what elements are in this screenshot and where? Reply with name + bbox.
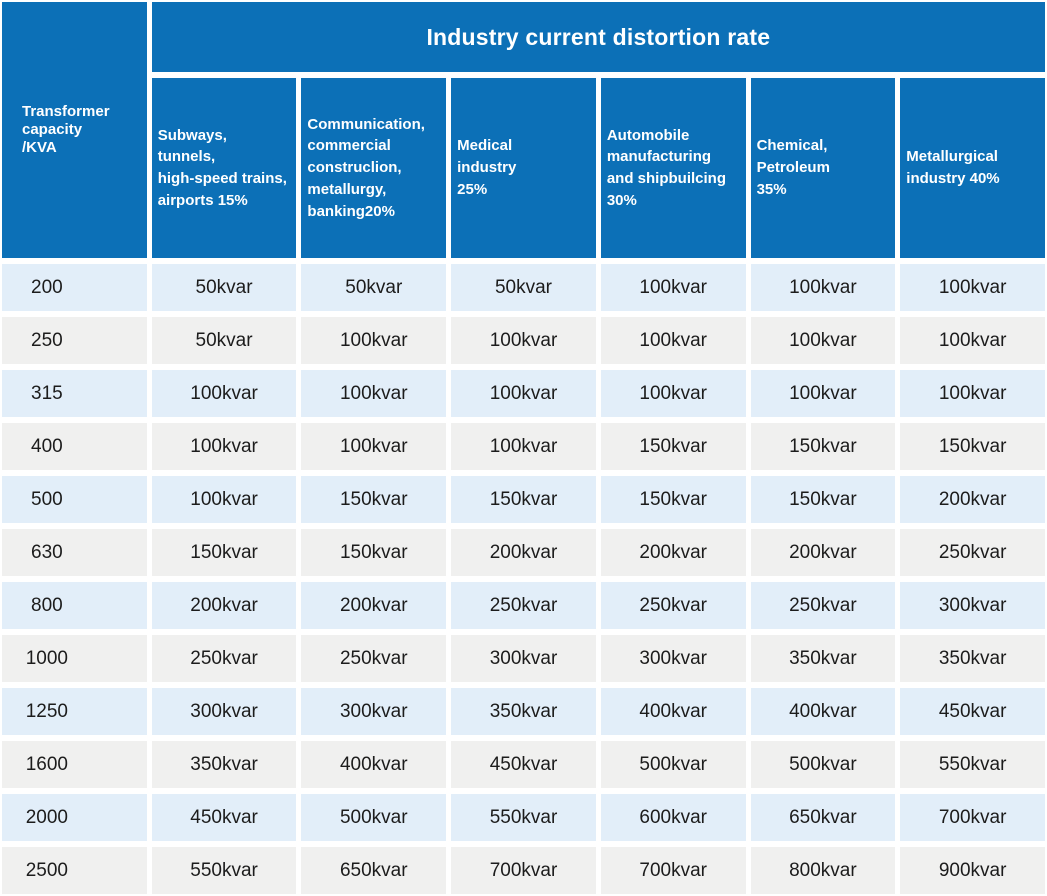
kvar-value-cell: 200kvar — [451, 529, 596, 576]
capacity-cell: 250 — [2, 317, 147, 364]
capacity-cell: 630 — [2, 529, 147, 576]
capacity-cell: 1600 — [2, 741, 147, 788]
kvar-value-cell: 250kvar — [600, 582, 746, 629]
kvar-value-cell: 50kvar — [451, 264, 596, 311]
kvar-value-cell: 100kvar — [451, 423, 596, 470]
capacity-cell: 2500 — [2, 847, 147, 894]
kvar-value-cell: 100kvar — [151, 370, 297, 417]
kvar-value-cell: 150kvar — [600, 423, 746, 470]
capacity-cell: 400 — [2, 423, 147, 470]
kvar-value-cell: 600kvar — [600, 794, 746, 841]
capacity-cell: 315 — [2, 370, 147, 417]
kvar-value-cell: 100kvar — [151, 476, 297, 523]
kvar-value-cell: 250kvar — [451, 582, 596, 629]
kvar-value-cell: 100kvar — [301, 317, 447, 364]
kvar-value-cell: 700kvar — [451, 847, 596, 894]
kvar-value-cell: 150kvar — [151, 529, 297, 576]
kvar-value-cell: 150kvar — [900, 423, 1045, 470]
kvar-value-cell: 500kvar — [301, 794, 447, 841]
kvar-value-cell: 300kvar — [600, 635, 746, 682]
kvar-value-cell: 150kvar — [451, 476, 596, 523]
column-header-medical: Medical industry 25% — [451, 78, 596, 258]
kvar-value-cell: 100kvar — [151, 423, 297, 470]
kvar-value-cell: 150kvar — [750, 476, 896, 523]
kvar-value-cell: 50kvar — [301, 264, 447, 311]
kvar-value-cell: 350kvar — [750, 635, 896, 682]
kvar-value-cell: 150kvar — [600, 476, 746, 523]
kvar-value-cell: 550kvar — [900, 741, 1045, 788]
kvar-value-cell: 100kvar — [600, 264, 746, 311]
kvar-value-cell: 200kvar — [900, 476, 1045, 523]
kvar-value-cell: 800kvar — [750, 847, 896, 894]
kvar-value-cell: 700kvar — [900, 794, 1045, 841]
kvar-value-cell: 650kvar — [301, 847, 447, 894]
kvar-value-cell: 250kvar — [301, 635, 447, 682]
kvar-value-cell: 200kvar — [151, 582, 297, 629]
kvar-value-cell: 200kvar — [301, 582, 447, 629]
kvar-value-cell: 100kvar — [451, 370, 596, 417]
kvar-value-cell: 100kvar — [451, 317, 596, 364]
capacity-cell: 1000 — [2, 635, 147, 682]
kvar-value-cell: 50kvar — [151, 264, 297, 311]
capacity-cell: 500 — [2, 476, 147, 523]
kvar-value-cell: 400kvar — [600, 688, 746, 735]
kvar-value-cell: 250kvar — [151, 635, 297, 682]
kvar-value-cell: 200kvar — [750, 529, 896, 576]
kvar-value-cell: 150kvar — [301, 529, 447, 576]
table-title: Industry current distortion rate — [151, 2, 1045, 72]
kvar-value-cell: 300kvar — [151, 688, 297, 735]
kvar-value-cell: 50kvar — [151, 317, 297, 364]
column-header-automobile: Automobile manufacturing and shipbuilcin… — [600, 78, 746, 258]
kvar-value-cell: 100kvar — [900, 370, 1045, 417]
kvar-value-cell: 150kvar — [301, 476, 447, 523]
kvar-value-cell: 400kvar — [750, 688, 896, 735]
corner-header-transformer-capacity: Transformer capacity /KVA — [2, 2, 147, 258]
kvar-value-cell: 500kvar — [750, 741, 896, 788]
column-header-subways: Subways, tunnels, high-speed trains, air… — [151, 78, 297, 258]
kvar-value-cell: 350kvar — [151, 741, 297, 788]
kvar-value-cell: 100kvar — [750, 370, 896, 417]
kvar-value-cell: 250kvar — [750, 582, 896, 629]
kvar-value-cell: 200kvar — [600, 529, 746, 576]
kvar-value-cell: 150kvar — [750, 423, 896, 470]
kvar-value-cell: 450kvar — [451, 741, 596, 788]
kvar-value-cell: 550kvar — [151, 847, 297, 894]
kvar-value-cell: 400kvar — [301, 741, 447, 788]
kvar-value-cell: 450kvar — [900, 688, 1045, 735]
column-header-metallurgical: Metallurgical industry 40% — [900, 78, 1045, 258]
kvar-value-cell: 100kvar — [900, 317, 1045, 364]
kvar-value-cell: 550kvar — [451, 794, 596, 841]
capacity-cell: 2000 — [2, 794, 147, 841]
capacity-cell: 1250 — [2, 688, 147, 735]
column-header-chemical: Chemical, Petroleum 35% — [750, 78, 896, 258]
kvar-value-cell: 100kvar — [301, 370, 447, 417]
kvar-value-cell: 100kvar — [900, 264, 1045, 311]
kvar-value-cell: 300kvar — [900, 582, 1045, 629]
kvar-value-cell: 100kvar — [600, 370, 746, 417]
kvar-value-cell: 300kvar — [301, 688, 447, 735]
kvar-value-cell: 100kvar — [750, 317, 896, 364]
column-header-communication: Communication, commercial construclion, … — [301, 78, 447, 258]
kvar-value-cell: 100kvar — [600, 317, 746, 364]
kvar-value-cell: 250kvar — [900, 529, 1045, 576]
kvar-value-cell: 100kvar — [301, 423, 447, 470]
kvar-value-cell: 100kvar — [750, 264, 896, 311]
kvar-value-cell: 450kvar — [151, 794, 297, 841]
kvar-value-cell: 700kvar — [600, 847, 746, 894]
kvar-value-cell: 500kvar — [600, 741, 746, 788]
kvar-value-cell: 900kvar — [900, 847, 1045, 894]
capacity-cell: 800 — [2, 582, 147, 629]
kvar-value-cell: 300kvar — [451, 635, 596, 682]
kvar-value-cell: 350kvar — [451, 688, 596, 735]
capacity-cell: 200 — [2, 264, 147, 311]
kvar-value-cell: 650kvar — [750, 794, 896, 841]
kvar-value-cell: 350kvar — [900, 635, 1045, 682]
